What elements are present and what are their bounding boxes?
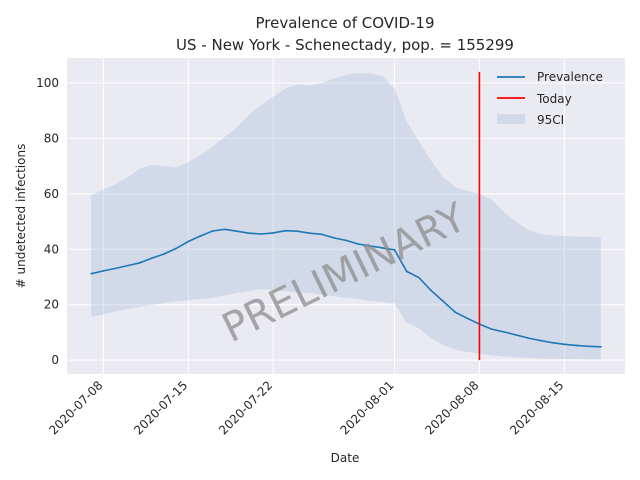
x-tick-label: 2020-07-22 — [216, 378, 275, 437]
prevalence-point — [90, 272, 93, 275]
prevalence-point — [284, 229, 287, 232]
prevalence-point — [587, 345, 590, 348]
ci-band-layer — [91, 73, 601, 360]
prevalence-point — [320, 233, 323, 236]
prevalence-point — [539, 339, 541, 342]
plot-area — [67, 58, 625, 374]
prevalence-point — [345, 239, 347, 242]
x-tick-label: 2020-08-08 — [422, 378, 481, 437]
prevalence-point — [417, 276, 420, 279]
x-tick-label: 2020-08-01 — [337, 378, 396, 437]
prevalence-point — [260, 233, 262, 235]
x-tick-labels: 2020-07-08 2020-07-15 2020-07-22 2020-08-01… — [46, 378, 566, 437]
y-tick-label: 100 — [36, 76, 59, 90]
y-axis-label: # undetected infections — [14, 144, 28, 289]
prevalence-point — [575, 344, 578, 347]
x-tick-label: 2020-07-08 — [46, 378, 105, 437]
legend-95ci-swatch — [497, 114, 525, 124]
prevalence-point — [272, 232, 275, 234]
legend-today-label: Today — [536, 92, 572, 106]
prevalence-point — [199, 235, 202, 237]
prevalence-point — [454, 311, 457, 314]
y-tick-labels: 0 20 40 60 80 100 — [36, 76, 59, 367]
y-tick-label: 40 — [44, 242, 59, 256]
x-tick-label: 2020-07-15 — [131, 378, 190, 437]
x-tick-label: 2020-08-15 — [507, 378, 566, 437]
y-tick-label: 20 — [44, 298, 59, 312]
ci-band — [91, 73, 601, 360]
prevalence-point — [223, 228, 226, 231]
prevalence-point — [102, 269, 105, 272]
prevalence-point — [599, 345, 602, 348]
y-tick-label: 80 — [44, 131, 59, 145]
prevalence-point — [442, 300, 444, 302]
prevalence-point — [551, 341, 554, 344]
prevalence-point — [332, 236, 335, 239]
y-tick-label: 0 — [51, 353, 59, 367]
chart-title: Prevalence of COVID-19 — [255, 14, 434, 32]
prevalence-point — [357, 243, 360, 245]
y-tick-label: 60 — [44, 187, 59, 201]
prevalence-point — [514, 334, 517, 336]
prevalence-point — [211, 230, 214, 232]
prevalence-point — [114, 267, 117, 270]
prevalence-point — [393, 248, 396, 251]
prevalence-point — [175, 247, 178, 250]
prevalence-point — [490, 328, 493, 330]
prevalence-point — [563, 343, 566, 346]
prevalence-point — [187, 240, 190, 243]
prevalence-point — [405, 270, 408, 273]
prevalence-point — [466, 317, 469, 320]
line-layer — [90, 71, 602, 361]
x-axis-label: Date — [331, 451, 360, 465]
prevalence-point — [151, 257, 153, 260]
chart-subtitle: US - New York - Schenectady, pop. = 1552… — [176, 36, 514, 54]
prevalence-point — [163, 253, 165, 255]
legend: Prevalence Today 95CI — [497, 70, 603, 127]
prevalence-point — [502, 330, 505, 333]
prevalence-point — [527, 337, 529, 339]
legend-95ci-label: 95CI — [537, 113, 564, 127]
prevalence-point — [381, 246, 384, 249]
prevalence-point — [308, 232, 311, 235]
prevalence-point — [430, 289, 432, 292]
prevalence-point — [369, 245, 372, 247]
prevalence-point — [248, 232, 250, 235]
legend-prevalence-label: Prevalence — [537, 70, 603, 84]
prevalence-point — [235, 230, 238, 233]
prevalence-point — [138, 261, 141, 264]
prevalence-point — [296, 230, 299, 233]
prevalence-point — [126, 264, 129, 267]
